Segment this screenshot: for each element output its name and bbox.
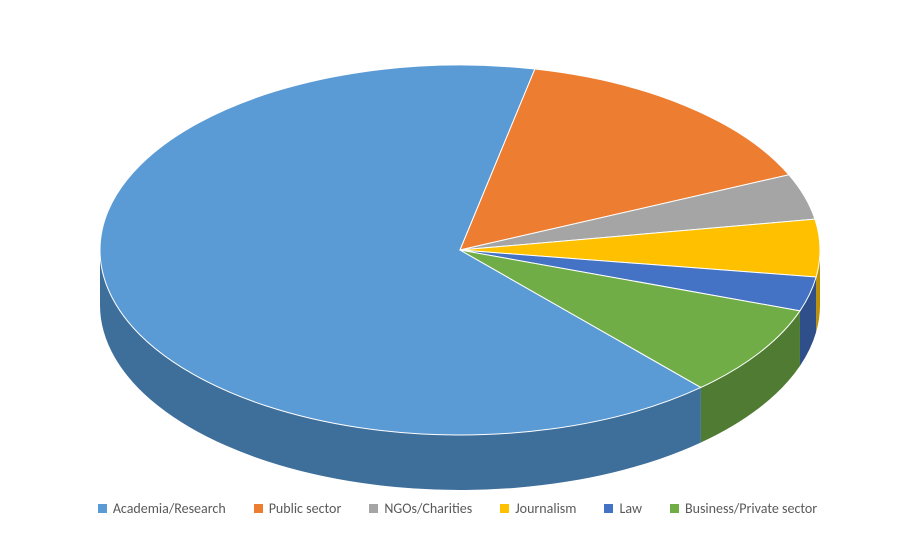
legend-item: Business/Private sector xyxy=(670,500,817,517)
legend-label: Business/Private sector xyxy=(685,500,817,517)
legend-item: Academia/Research xyxy=(98,500,226,517)
legend-label: Law xyxy=(619,500,642,517)
legend-item: Public sector xyxy=(254,500,342,517)
legend-label: NGOs/Charities xyxy=(384,500,472,517)
legend-marker xyxy=(254,504,263,513)
legend-item: Law xyxy=(604,500,642,517)
legend-label: Journalism xyxy=(515,500,576,517)
legend-marker xyxy=(670,504,679,513)
legend-item: Journalism xyxy=(500,500,576,517)
pie-top xyxy=(100,65,820,435)
legend-item: NGOs/Charities xyxy=(369,500,472,517)
legend-label: Academia/Research xyxy=(113,500,226,517)
legend-marker xyxy=(500,504,509,513)
legend-marker xyxy=(98,504,107,513)
legend-marker xyxy=(604,504,613,513)
legend-marker xyxy=(369,504,378,513)
legend: Academia/Research Public sector NGOs/Chari… xyxy=(0,500,915,517)
pie-svg xyxy=(0,0,915,544)
pie-chart-3d: Academia/Research Public sector NGOs/Chari… xyxy=(0,0,915,544)
legend-label: Public sector xyxy=(269,500,342,517)
